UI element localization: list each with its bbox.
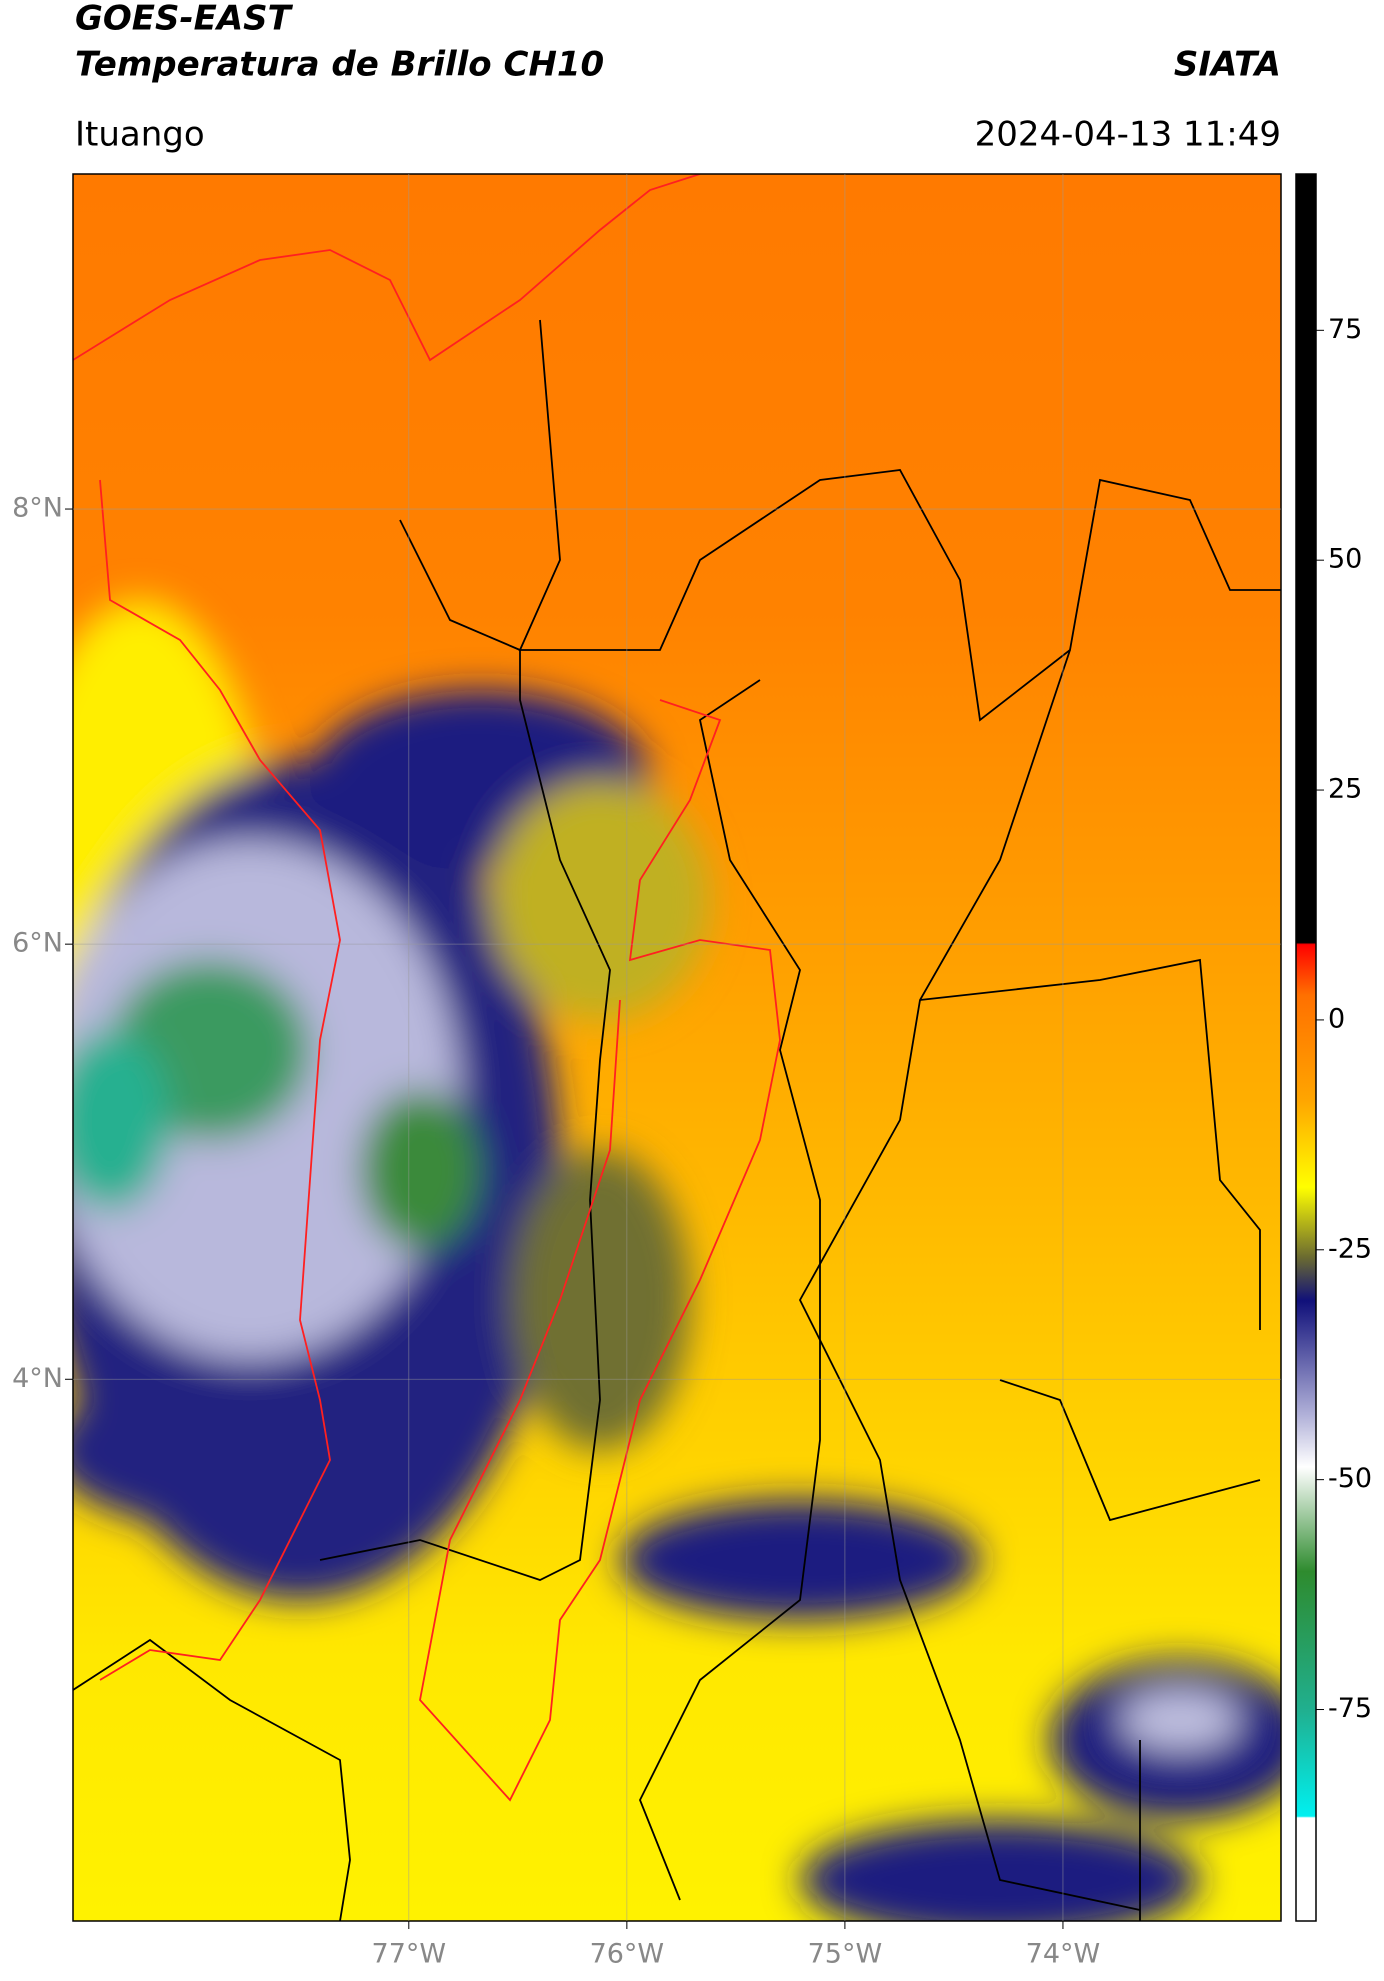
timestamp: 2024-04-13 11:49	[975, 115, 1281, 155]
title: GOES-EAST	[75, 0, 294, 39]
source: SIATA	[1174, 45, 1281, 85]
colorbar-tick-label: 50	[1328, 544, 1362, 575]
x-tick-label: 77°W	[372, 1939, 447, 1970]
y-tick-label: 6°N	[12, 928, 63, 959]
colorbar-tick-label: 75	[1328, 314, 1362, 345]
x-tick-label: 74°W	[1026, 1939, 1101, 1970]
title: Temperatura de Brillo CH10	[75, 45, 604, 85]
colorbar-tick-label: -75	[1328, 1693, 1372, 1724]
y-tick-label: 8°N	[12, 493, 63, 524]
x-tick-label: 75°W	[808, 1939, 883, 1970]
colorbar-tick-label: 25	[1328, 774, 1362, 805]
x-tick-label: 76°W	[590, 1939, 665, 1970]
colorbar-tick-label: 0	[1328, 1003, 1345, 1034]
map-frame	[72, 173, 1282, 1922]
location: Ituango	[75, 115, 205, 155]
satellite-image	[73, 174, 1281, 1921]
colorbar	[1295, 173, 1317, 1922]
y-tick-label: 4°N	[12, 1363, 63, 1394]
colorbar-tick-label: -50	[1328, 1463, 1372, 1494]
colorbar-tick-label: -25	[1328, 1233, 1372, 1264]
